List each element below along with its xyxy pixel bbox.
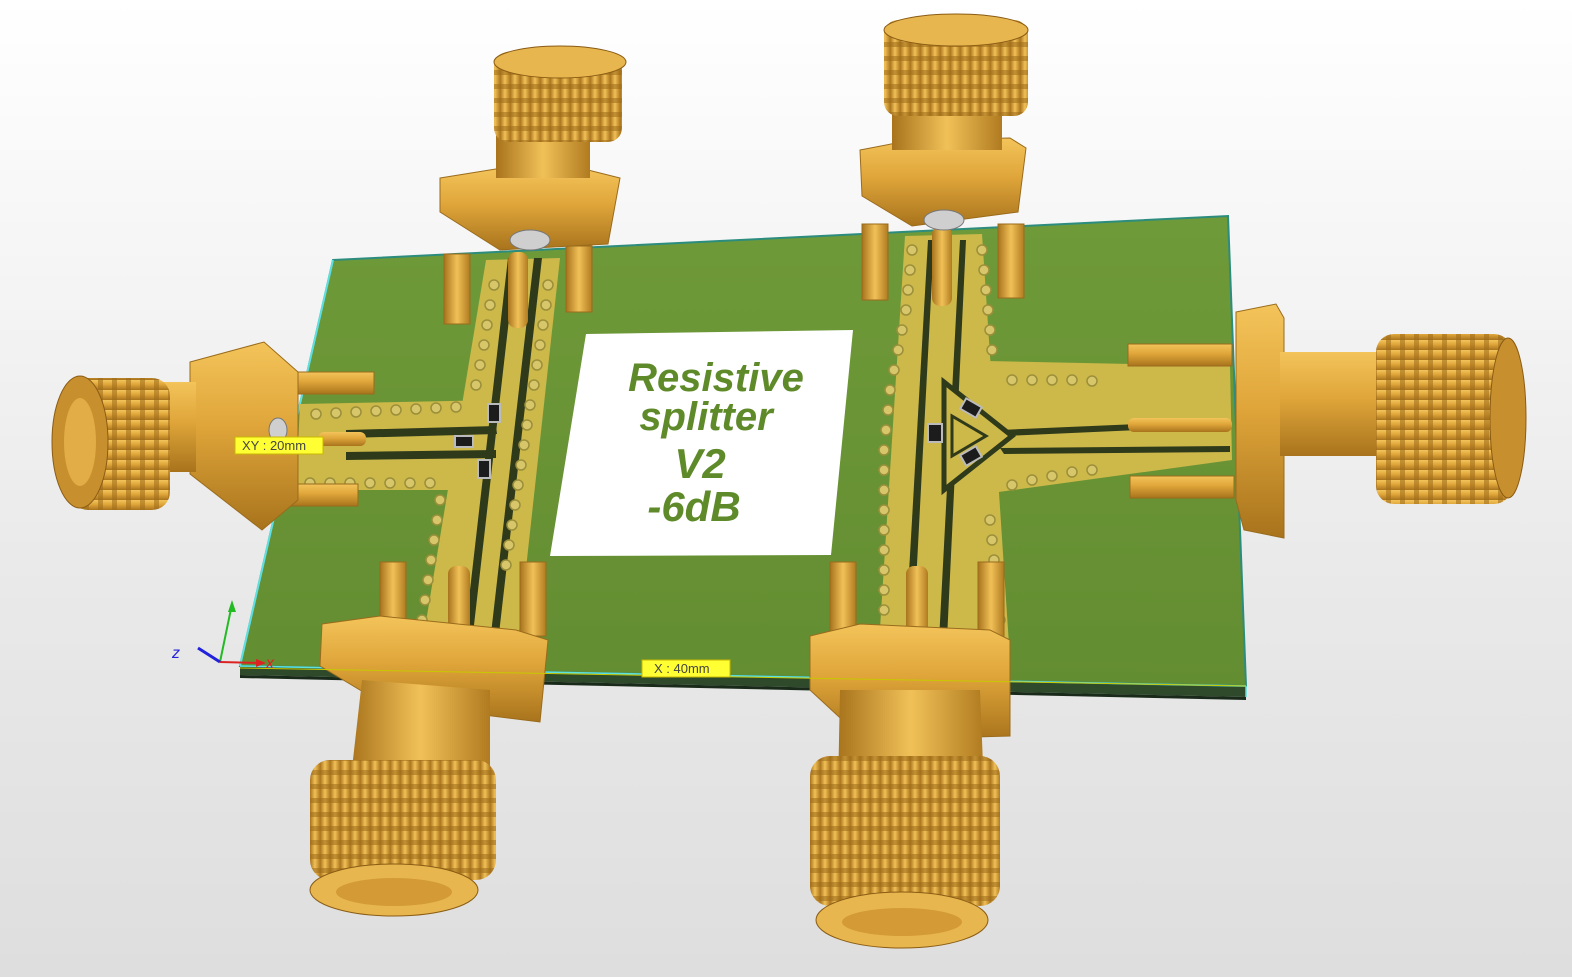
axis-triad: z x <box>171 600 275 672</box>
silk-line-3: V2 <box>674 440 725 487</box>
silkscreen-label: Resistive splitter V2 -6dB <box>550 330 853 556</box>
sma-connector-bottom-right[interactable] <box>809 561 1011 949</box>
silk-line-2: splitter <box>639 395 775 439</box>
dimension-x-label: X : 40mm <box>654 661 710 676</box>
smd-resistors-right <box>927 396 984 468</box>
sma-connector-top-right[interactable] <box>859 13 1029 306</box>
silk-line-4: -6dB <box>647 483 740 530</box>
sma-connector-top-left[interactable] <box>439 45 627 328</box>
axis-x-label: x <box>265 655 275 672</box>
sma-connector-left[interactable] <box>51 341 375 531</box>
axis-z-label: z <box>171 645 180 662</box>
sma-connector-right[interactable] <box>1127 303 1527 539</box>
silk-line-1: Resistive <box>628 356 804 400</box>
dimension-xy-label: XY : 20mm <box>242 438 306 453</box>
smd-resistors-left <box>454 403 501 479</box>
sma-connector-bottom-left[interactable] <box>309 561 549 917</box>
copper-pour-right <box>878 234 1232 660</box>
dimension-x: X : 40mm <box>239 659 1247 687</box>
dimension-xy: XY : 20mm <box>234 436 324 455</box>
